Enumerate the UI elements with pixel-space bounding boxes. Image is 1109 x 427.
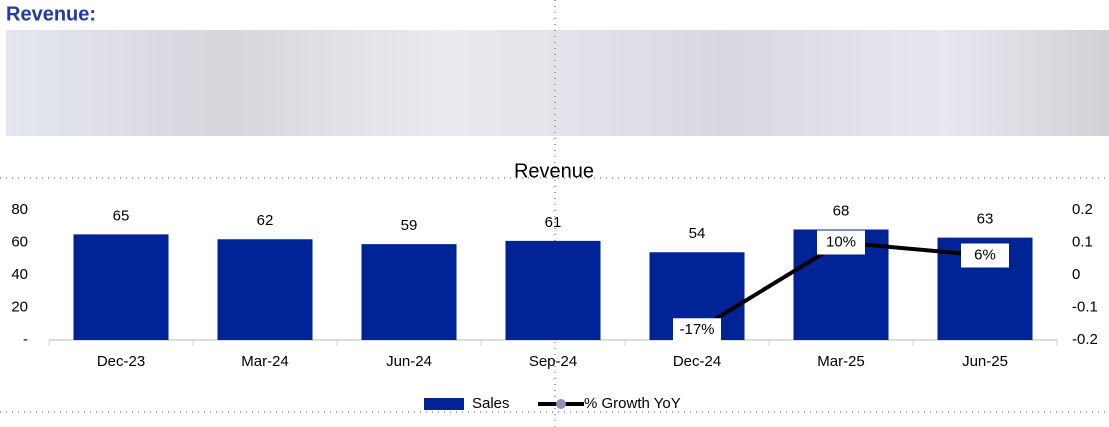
x-tick-label: Sep-24	[529, 353, 577, 370]
label-box	[817, 230, 865, 255]
x-tick-label: Mar-24	[241, 353, 289, 370]
y2-tick-label: 0.2	[1072, 201, 1093, 218]
y-tick-label: 80	[11, 201, 28, 218]
legend-label: Sales	[472, 395, 510, 412]
y2-tick-label: -0.1	[1072, 298, 1098, 315]
label-box	[673, 318, 721, 343]
chart-title: Revenue	[514, 160, 594, 182]
data-label: 62	[257, 212, 274, 229]
x-tick-label: Jun-25	[962, 353, 1008, 370]
legend-label: % Growth YoY	[584, 395, 681, 412]
bar	[361, 244, 457, 340]
label-box	[961, 243, 1009, 268]
x-tick-label: Jun-24	[386, 353, 432, 370]
y2-tick-label: -0.2	[1072, 331, 1098, 348]
header-title: Revenue:	[6, 3, 96, 25]
legend-swatch	[424, 398, 464, 410]
y2-tick-label: 0	[1072, 266, 1080, 283]
data-label: -17%	[679, 321, 714, 338]
blurred-region	[6, 30, 1109, 136]
x-tick-label: Dec-24	[673, 353, 721, 370]
x-tick-label: Mar-25	[817, 353, 865, 370]
data-label: 54	[689, 225, 706, 242]
y-tick-label: 40	[11, 266, 28, 283]
data-label: 10%	[826, 233, 856, 250]
data-label: 65	[113, 207, 130, 224]
y-tick-label: 60	[11, 233, 28, 250]
bar	[505, 240, 601, 340]
bar	[73, 234, 169, 340]
y2-tick-label: 0.1	[1072, 233, 1093, 250]
data-label: 68	[833, 202, 850, 219]
y-tick-label: 20	[11, 298, 28, 315]
data-label: 63	[977, 211, 994, 228]
data-label: 59	[401, 217, 418, 234]
data-label: 6%	[974, 246, 996, 263]
data-label: 61	[545, 214, 562, 231]
bar	[217, 239, 313, 340]
y-tick-label: -	[23, 331, 28, 348]
x-tick-label: Dec-23	[97, 353, 145, 370]
legend-marker	[556, 399, 566, 409]
